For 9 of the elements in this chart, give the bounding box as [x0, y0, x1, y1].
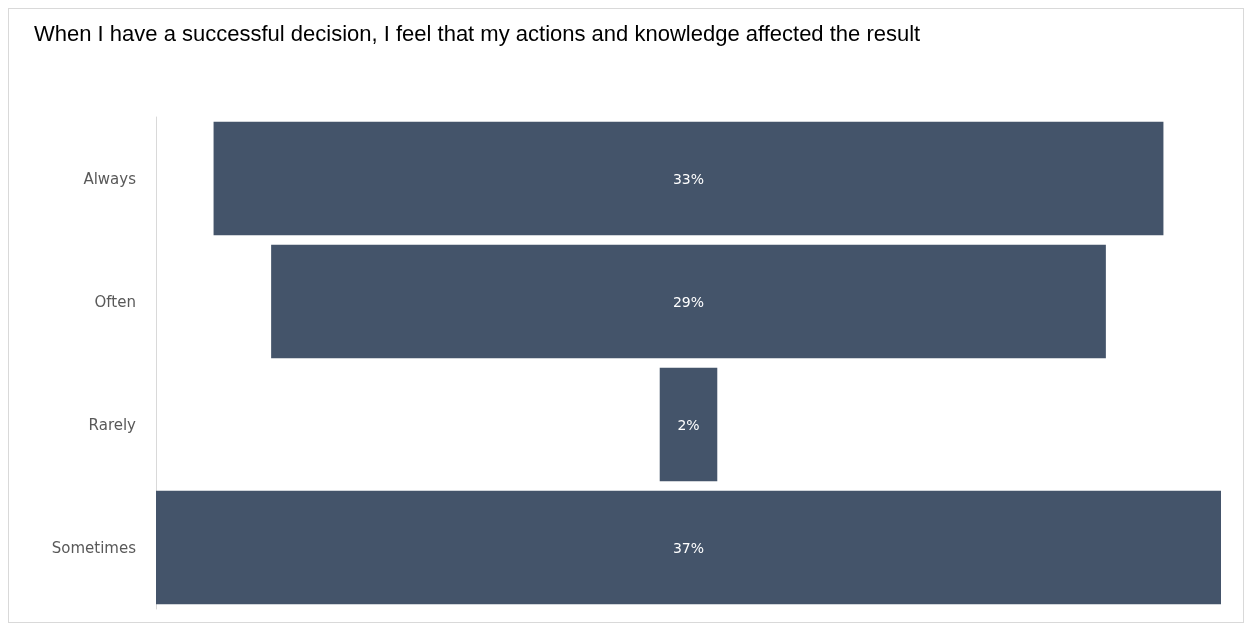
category-label: Rarely	[88, 415, 137, 434]
data-label: 33%	[672, 170, 705, 187]
text: When I have a successful decision, I feel that my actions and knowledge affected the result	[34, 20, 921, 46]
data-label: 2%	[677, 416, 700, 433]
category-label: Always	[83, 169, 137, 188]
category-label: Sometimes	[51, 538, 137, 557]
category-label: Often	[94, 292, 136, 311]
data-label: 29%	[672, 293, 705, 310]
data-label: 37%	[672, 539, 705, 556]
